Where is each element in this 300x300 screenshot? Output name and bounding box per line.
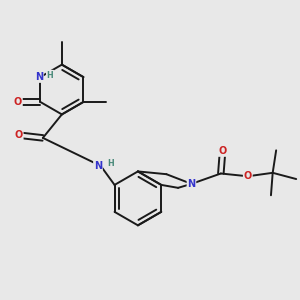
Text: O: O [244, 171, 252, 181]
Text: H: H [108, 159, 115, 168]
Text: N: N [188, 179, 196, 189]
Text: O: O [14, 97, 22, 107]
Text: O: O [14, 130, 23, 140]
Text: O: O [218, 146, 227, 156]
Text: N: N [35, 72, 43, 82]
Text: H: H [46, 70, 53, 80]
Text: N: N [94, 161, 102, 171]
